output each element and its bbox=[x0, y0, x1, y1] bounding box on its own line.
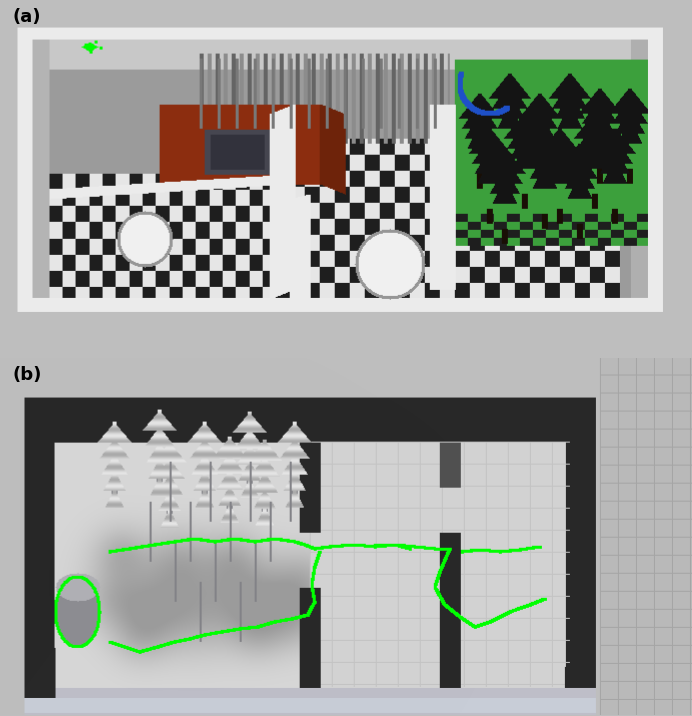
Text: (b): (b) bbox=[12, 366, 42, 384]
Text: (a): (a) bbox=[12, 8, 41, 26]
